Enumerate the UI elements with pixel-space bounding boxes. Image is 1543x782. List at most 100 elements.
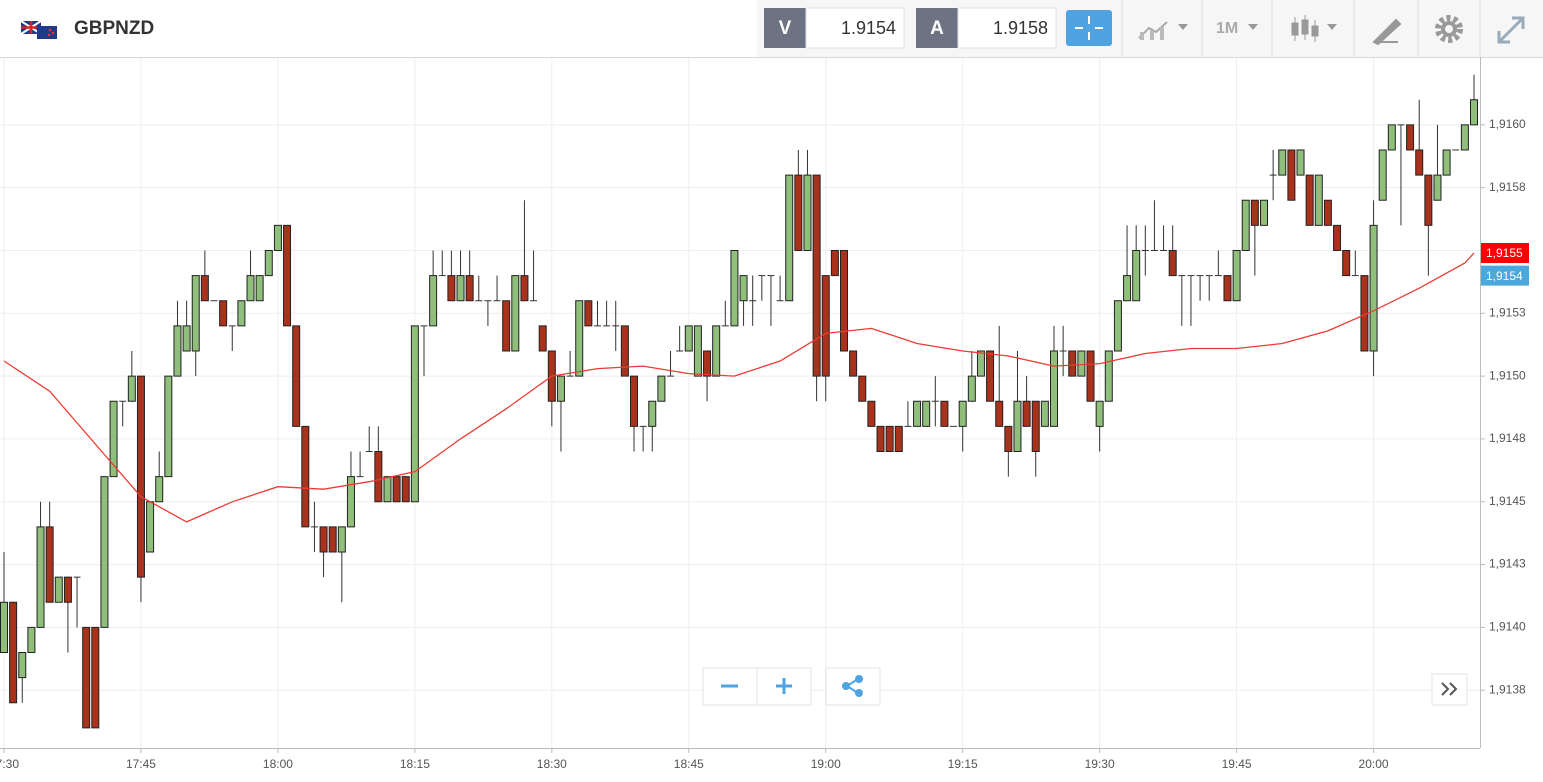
ask-button[interactable]: [916, 8, 958, 48]
symbol: GBPNZD: [74, 18, 154, 39]
bid-label: V: [779, 18, 792, 39]
candle-body: [146, 501, 155, 553]
candle-body: [967, 375, 976, 402]
candle-body: [292, 325, 301, 427]
candle-body: [794, 174, 803, 251]
crosshair-button[interactable]: [1066, 10, 1112, 46]
candle-body: [986, 350, 995, 402]
candle-body: [1378, 149, 1387, 201]
zoom-in-button[interactable]: [776, 678, 792, 694]
candle-body: [730, 249, 739, 327]
y-tick-label: 1,9145: [1489, 494, 1526, 508]
candle-body: [1442, 149, 1451, 176]
candle-body: [1040, 400, 1049, 427]
candle-body: [237, 300, 246, 327]
candle-body: [328, 526, 337, 553]
candle-body: [1223, 275, 1232, 302]
candle-body: [520, 275, 529, 302]
candle-body: [693, 325, 702, 377]
candle-body: [456, 275, 465, 302]
x-tick-label: 20:00: [1359, 757, 1389, 771]
candle-body: [346, 476, 355, 528]
price-tag: [1481, 242, 1529, 263]
candle-body: [1031, 400, 1040, 452]
candle-body: [995, 400, 1004, 427]
x-tick-label: 19:30: [1085, 757, 1115, 771]
candle-body: [27, 626, 36, 654]
candle-body: [301, 425, 310, 528]
scroll-end-button[interactable]: [1431, 673, 1468, 706]
candle-body: [1296, 149, 1305, 176]
period-button[interactable]: 1M: [1216, 20, 1258, 37]
candle-body: [575, 300, 584, 377]
candle-body: [164, 375, 173, 478]
plot-area: [0, 57, 1480, 748]
candle-body: [1323, 199, 1332, 226]
price-tag-label: 1,9154: [1486, 269, 1523, 283]
candle-body: [940, 400, 949, 427]
candle-body: [447, 275, 456, 302]
candle-body: [1333, 224, 1342, 251]
share-button[interactable]: [825, 667, 881, 706]
zoom-controls: [702, 667, 881, 706]
x-tick-label: 19:15: [948, 757, 978, 771]
candle-body: [785, 174, 794, 302]
candle-body: [429, 275, 438, 327]
candle-body: [392, 476, 401, 503]
candle-body: [100, 476, 109, 628]
price-tag: [1481, 265, 1529, 286]
candle-body: [219, 300, 228, 327]
candle-body: [255, 275, 264, 302]
x-tick-label: 18:00: [263, 757, 293, 771]
candle-body: [1077, 350, 1086, 377]
candle-body: [1278, 149, 1287, 176]
candle-body: [976, 350, 985, 377]
candle-style-button[interactable]: [1291, 15, 1337, 42]
candle-body: [1232, 249, 1241, 302]
candle-body: [283, 224, 292, 327]
candle-body: [410, 325, 419, 503]
candle-body: [849, 350, 858, 377]
candle-body: [1068, 350, 1077, 377]
candle-body: [584, 300, 593, 327]
candle-body: [1022, 400, 1031, 427]
candle-body: [155, 476, 164, 503]
x-tick-label: 19:45: [1222, 757, 1252, 771]
candle-body: [958, 400, 967, 427]
candle-body: [465, 275, 474, 302]
bid-box: [805, 7, 905, 49]
settings-button[interactable]: [1435, 15, 1463, 43]
candle-body: [1004, 425, 1013, 452]
candle-body: [1132, 249, 1141, 302]
candle-body: [922, 400, 931, 427]
candle-body: [374, 450, 383, 503]
candle-body: [1013, 400, 1022, 452]
candle-body: [319, 526, 328, 553]
candle-body: [191, 275, 200, 352]
candle-body: [200, 275, 209, 302]
chart-type-button[interactable]: [1138, 21, 1188, 40]
candle-body: [1113, 300, 1122, 352]
candle-body: [36, 526, 45, 628]
candle-body: [54, 576, 63, 603]
candle-body: [812, 174, 821, 377]
toolbar-separators: [1121, 0, 1481, 57]
candle-body: [1369, 224, 1378, 352]
draw-button[interactable]: [1372, 18, 1402, 46]
candle-body: [136, 375, 145, 578]
y-tick-label: 1,9150: [1489, 368, 1526, 382]
fullscreen-button[interactable]: [1497, 16, 1525, 44]
ask-label: A: [930, 18, 944, 39]
candle-body: [620, 325, 629, 377]
candle-body: [648, 400, 657, 427]
candle-body: [18, 652, 27, 679]
candle-body: [273, 224, 282, 251]
ask-box: [957, 7, 1057, 49]
crosshair-icon: [1075, 16, 1103, 40]
candle-body: [109, 400, 118, 478]
bid-button[interactable]: [764, 8, 806, 48]
candle-body: [63, 576, 72, 603]
y-tick-label: 1,9148: [1489, 431, 1526, 445]
candle-body: [1424, 174, 1433, 226]
